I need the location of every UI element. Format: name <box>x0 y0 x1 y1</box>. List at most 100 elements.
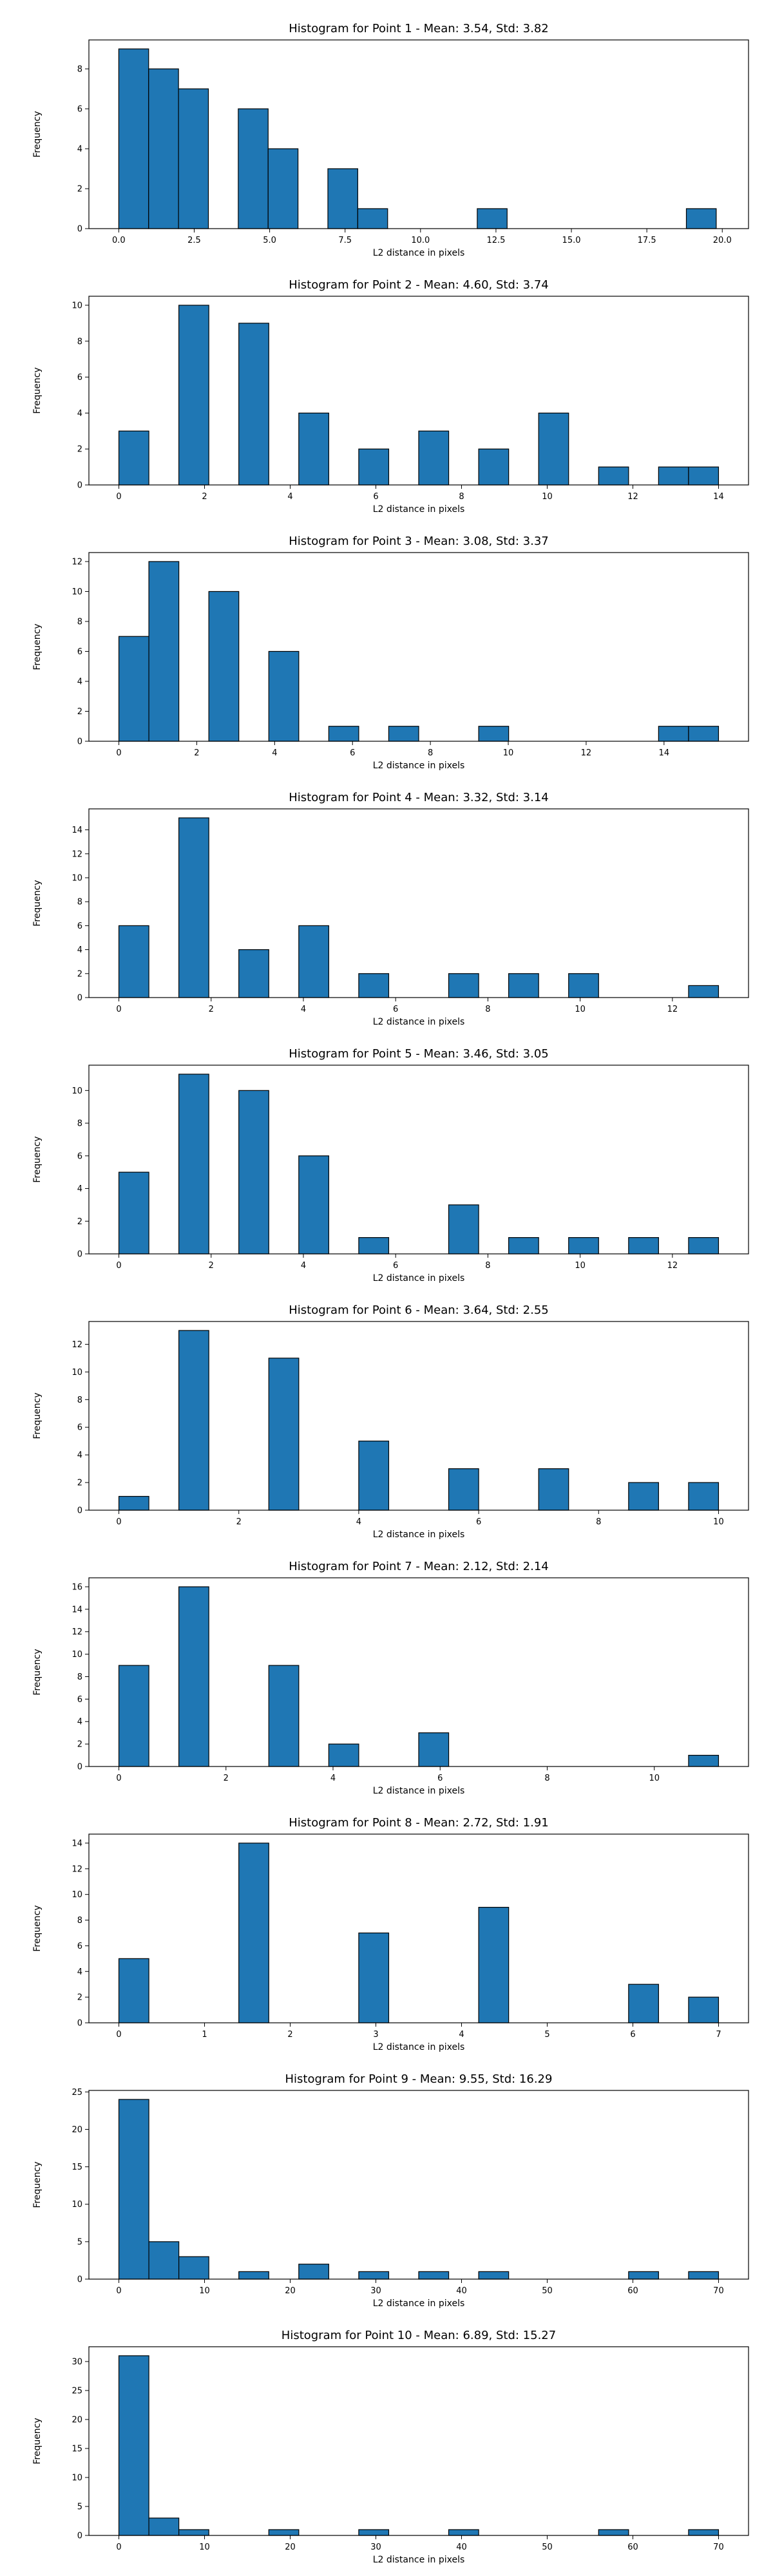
chart-title: Histogram for Point 3 - Mean: 3.08, Std:… <box>289 535 549 548</box>
x-tick-label: 8 <box>485 1261 490 1271</box>
histogram-bar <box>118 1171 149 1255</box>
histogram-bar <box>328 1743 359 1767</box>
histogram-bar <box>118 430 149 486</box>
histogram-bar <box>478 448 510 486</box>
x-tick-label: 7 <box>716 2030 721 2040</box>
y-tick-label: 10 <box>72 2473 82 2483</box>
histogram-bar <box>148 68 179 229</box>
chart-title: Histogram for Point 9 - Mean: 9.55, Std:… <box>285 2072 553 2086</box>
chart-panel-7: Histogram for Point 7 - Mean: 2.12, Std:… <box>32 1560 749 1796</box>
x-tick-label: 50 <box>542 2543 553 2552</box>
y-tick-label: 2 <box>77 1993 82 2003</box>
histogram-bar <box>118 636 149 742</box>
y-tick-label: 5 <box>77 2502 82 2512</box>
histogram-bar <box>178 2256 209 2280</box>
y-tick-label: 10 <box>72 1650 82 1660</box>
x-axis-label: L2 distance in pixels <box>373 1786 465 1796</box>
x-tick-label: 10 <box>199 2286 210 2296</box>
histogram-bar <box>688 2529 720 2536</box>
histogram-bar <box>598 2529 629 2536</box>
histogram-bar <box>568 973 599 998</box>
histogram-bar <box>118 925 149 998</box>
x-tick-label: 30 <box>370 2543 381 2552</box>
histogram-bar <box>477 208 508 229</box>
histogram-bar <box>148 561 180 742</box>
y-tick-label: 12 <box>72 557 82 567</box>
chart-panel-6: Histogram for Point 6 - Mean: 3.64, Std:… <box>32 1303 749 1540</box>
y-tick-label: 2 <box>77 1740 82 1750</box>
x-axis-label: L2 distance in pixels <box>373 1530 465 1540</box>
y-tick-label: 10 <box>72 301 82 310</box>
histogram-bar <box>118 2355 149 2536</box>
x-axis-label: L2 distance in pixels <box>373 2298 465 2309</box>
x-tick-label: 14 <box>659 748 670 758</box>
y-tick-label: 15 <box>72 2163 82 2172</box>
histogram-bar <box>298 2264 329 2280</box>
histogram-bar <box>418 1732 450 1767</box>
y-tick-label: 4 <box>77 409 82 419</box>
y-tick-label: 4 <box>77 1967 82 1977</box>
histogram-bar <box>178 2529 209 2536</box>
histogram-bar <box>178 1074 209 1255</box>
x-tick-label: 10 <box>575 1261 586 1271</box>
histogram-bar <box>208 591 240 742</box>
x-tick-label: 0 <box>116 2030 121 2040</box>
x-tick-label: 12 <box>667 1261 678 1271</box>
histogram-bar <box>178 88 209 229</box>
x-tick-label: 10 <box>649 1774 660 1783</box>
y-tick-label: 4 <box>77 1451 82 1461</box>
histogram-bar <box>118 1665 149 1767</box>
y-axis-label: Frequency <box>32 367 43 413</box>
histogram-bar <box>658 466 689 486</box>
x-tick-label: 0 <box>116 1774 121 1783</box>
x-tick-label: 0 <box>116 1517 121 1527</box>
y-tick-label: 20 <box>72 2415 82 2425</box>
y-tick-label: 4 <box>77 945 82 955</box>
histogram-bar <box>238 108 269 229</box>
x-tick-label: 8 <box>485 1005 490 1014</box>
x-tick-label: 6 <box>350 748 355 758</box>
x-tick-label: 8 <box>596 1517 601 1527</box>
histogram-bar <box>418 430 450 486</box>
chart-panel-1: Histogram for Point 1 - Mean: 3.54, Std:… <box>32 22 749 258</box>
x-tick-label: 0 <box>116 492 121 502</box>
chart-title: Histogram for Point 1 - Mean: 3.54, Std:… <box>289 22 549 35</box>
x-tick-label: 40 <box>456 2543 467 2552</box>
histogram-bar <box>688 726 720 742</box>
y-tick-label: 0 <box>77 2532 82 2541</box>
x-tick-label: 6 <box>476 1517 481 1527</box>
x-tick-label: 50 <box>542 2286 553 2296</box>
x-tick-label: 2 <box>209 1005 214 1014</box>
histogram-bar <box>538 412 569 486</box>
chart-panel-4: Histogram for Point 4 - Mean: 3.32, Std:… <box>32 791 749 1027</box>
chart-title: Histogram for Point 8 - Mean: 2.72, Std:… <box>289 1816 549 1830</box>
y-tick-label: 14 <box>72 826 82 835</box>
x-tick-label: 70 <box>713 2543 724 2552</box>
y-tick-label: 2 <box>77 184 82 194</box>
histogram-bar <box>298 925 329 998</box>
x-tick-label: 2 <box>287 2030 292 2040</box>
y-tick-label: 16 <box>72 1582 82 1592</box>
chart-panel-10: Histogram for Point 10 - Mean: 6.89, Std… <box>32 2329 749 2565</box>
histogram-bar <box>328 726 359 742</box>
histogram-bar <box>238 1090 269 1255</box>
plot-frame <box>88 552 749 742</box>
histogram-bar <box>628 1482 659 1511</box>
y-tick-label: 6 <box>77 922 82 931</box>
y-tick-label: 6 <box>77 104 82 114</box>
y-axis-label: Frequency <box>32 880 43 926</box>
y-tick-label: 10 <box>72 873 82 883</box>
x-tick-label: 8 <box>459 492 464 502</box>
x-axis-label: L2 distance in pixels <box>373 248 465 258</box>
x-axis-label: L2 distance in pixels <box>373 504 465 515</box>
x-tick-label: 12.5 <box>486 236 505 245</box>
histogram-bar <box>118 2099 149 2280</box>
y-tick-label: 6 <box>77 1942 82 1951</box>
y-tick-label: 0 <box>77 1506 82 1516</box>
x-tick-label: 2 <box>194 748 199 758</box>
x-tick-label: 2 <box>209 1261 214 1271</box>
y-axis-label: Frequency <box>32 623 43 670</box>
y-axis-label: Frequency <box>32 1136 43 1182</box>
histogram-bar <box>118 1958 149 2023</box>
y-tick-label: 6 <box>77 647 82 657</box>
